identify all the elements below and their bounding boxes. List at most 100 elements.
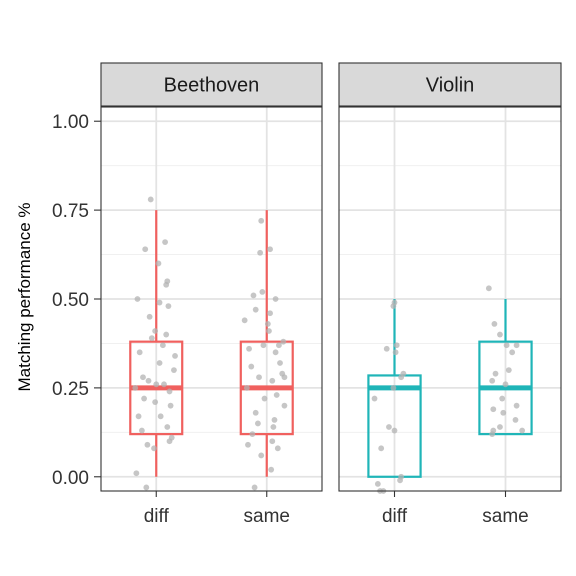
data-point	[274, 445, 281, 452]
data-point	[261, 395, 268, 402]
data-point	[248, 363, 255, 370]
y-axis: 0.00 0.25 0.50 0.75 1.00	[52, 112, 101, 489]
y-tick-label: 1.00	[52, 112, 89, 133]
data-point	[252, 306, 259, 313]
data-point	[390, 384, 397, 391]
data-point	[386, 424, 392, 430]
panel-border	[100, 106, 323, 492]
data-point	[257, 249, 264, 256]
data-point	[490, 406, 497, 413]
data-point	[271, 416, 278, 423]
data-point	[153, 381, 160, 388]
data-point	[152, 328, 159, 334]
data-point	[138, 427, 145, 434]
data-point	[502, 381, 509, 388]
data-point	[152, 399, 159, 406]
data-point	[249, 431, 256, 438]
data-point	[141, 395, 147, 402]
data-point	[277, 360, 283, 366]
data-point	[260, 342, 267, 349]
data-point	[503, 342, 510, 349]
y-tick-label: 0.25	[52, 379, 89, 400]
data-point	[268, 466, 275, 473]
data-point	[392, 349, 399, 356]
facet-panel-beethoven: Beethoven diff same	[100, 62, 323, 527]
data-point	[144, 441, 151, 448]
data-point	[163, 281, 170, 288]
data-point	[156, 360, 163, 366]
data-point	[513, 342, 520, 349]
data-point	[258, 217, 265, 224]
data-point	[489, 431, 496, 438]
data-point	[241, 317, 248, 324]
data-point	[509, 349, 516, 356]
data-point	[489, 377, 496, 384]
facet-strip	[100, 62, 323, 107]
data-point	[269, 438, 276, 445]
jitter-points	[485, 285, 526, 438]
data-point	[281, 374, 288, 381]
facet-strip-label: Violin	[426, 75, 475, 97]
data-point	[378, 445, 385, 452]
data-point	[276, 342, 282, 349]
data-point	[270, 424, 277, 430]
data-point	[133, 470, 140, 477]
data-point	[500, 409, 507, 416]
data-point	[172, 352, 178, 359]
data-point	[280, 338, 287, 345]
data-point	[398, 374, 405, 381]
data-point	[171, 367, 177, 374]
data-point	[246, 345, 252, 352]
data-point	[255, 420, 261, 427]
data-point	[245, 441, 251, 448]
data-point	[513, 402, 520, 409]
data-point	[264, 320, 271, 327]
y-axis-title: Matching performance %	[15, 203, 34, 392]
data-point	[243, 384, 250, 391]
data-point	[397, 477, 403, 484]
jitter-points	[241, 217, 288, 491]
data-point	[143, 484, 150, 491]
data-point	[165, 303, 172, 310]
box-same	[239, 210, 294, 491]
box-diff	[367, 299, 422, 494]
data-point	[162, 239, 168, 246]
x-tick-label: same	[482, 506, 528, 527]
data-point	[167, 402, 174, 409]
data-point	[491, 320, 498, 327]
data-point	[159, 342, 166, 349]
data-point	[250, 292, 257, 299]
data-point	[383, 345, 390, 352]
facet-strip-label: Beethoven	[164, 75, 260, 97]
data-point	[251, 484, 258, 491]
data-point	[132, 384, 139, 391]
box-iqr	[367, 374, 422, 478]
data-point	[269, 377, 276, 384]
x-tick-label: diff	[382, 506, 408, 527]
data-point	[163, 331, 170, 338]
data-point	[155, 260, 162, 267]
x-tick-label: same	[244, 506, 290, 527]
y-tick-label: 0.75	[52, 201, 89, 222]
data-point	[259, 288, 266, 295]
data-point	[267, 310, 273, 317]
data-point	[142, 246, 149, 253]
box-diff	[129, 196, 184, 491]
data-point	[157, 413, 164, 420]
data-point	[166, 438, 173, 445]
facet-panels: Beethoven diff same Violin diff same	[100, 62, 562, 527]
data-point	[519, 427, 526, 434]
data-point	[258, 452, 265, 459]
data-point	[256, 374, 262, 381]
data-point	[140, 374, 146, 381]
jitter-points	[132, 196, 178, 491]
data-point	[252, 409, 259, 416]
jitter-points	[371, 299, 407, 494]
data-point	[134, 296, 141, 302]
data-point	[273, 392, 280, 398]
data-point	[371, 395, 378, 402]
data-point	[499, 395, 506, 402]
box-same	[478, 285, 533, 438]
y-tick-label: 0.50	[52, 290, 89, 311]
